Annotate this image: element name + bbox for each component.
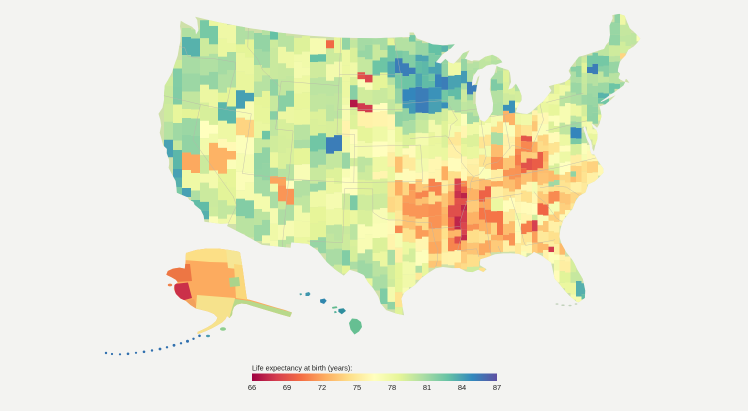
svg-text:81: 81 bbox=[423, 383, 431, 392]
svg-text:Life expectancy at birth (year: Life expectancy at birth (years): bbox=[252, 364, 352, 373]
svg-text:84: 84 bbox=[458, 383, 466, 392]
svg-text:78: 78 bbox=[388, 383, 396, 392]
svg-text:69: 69 bbox=[283, 383, 291, 392]
svg-text:87: 87 bbox=[493, 383, 501, 392]
svg-text:66: 66 bbox=[248, 383, 256, 392]
svg-text:75: 75 bbox=[353, 383, 361, 392]
svg-text:72: 72 bbox=[318, 383, 326, 392]
